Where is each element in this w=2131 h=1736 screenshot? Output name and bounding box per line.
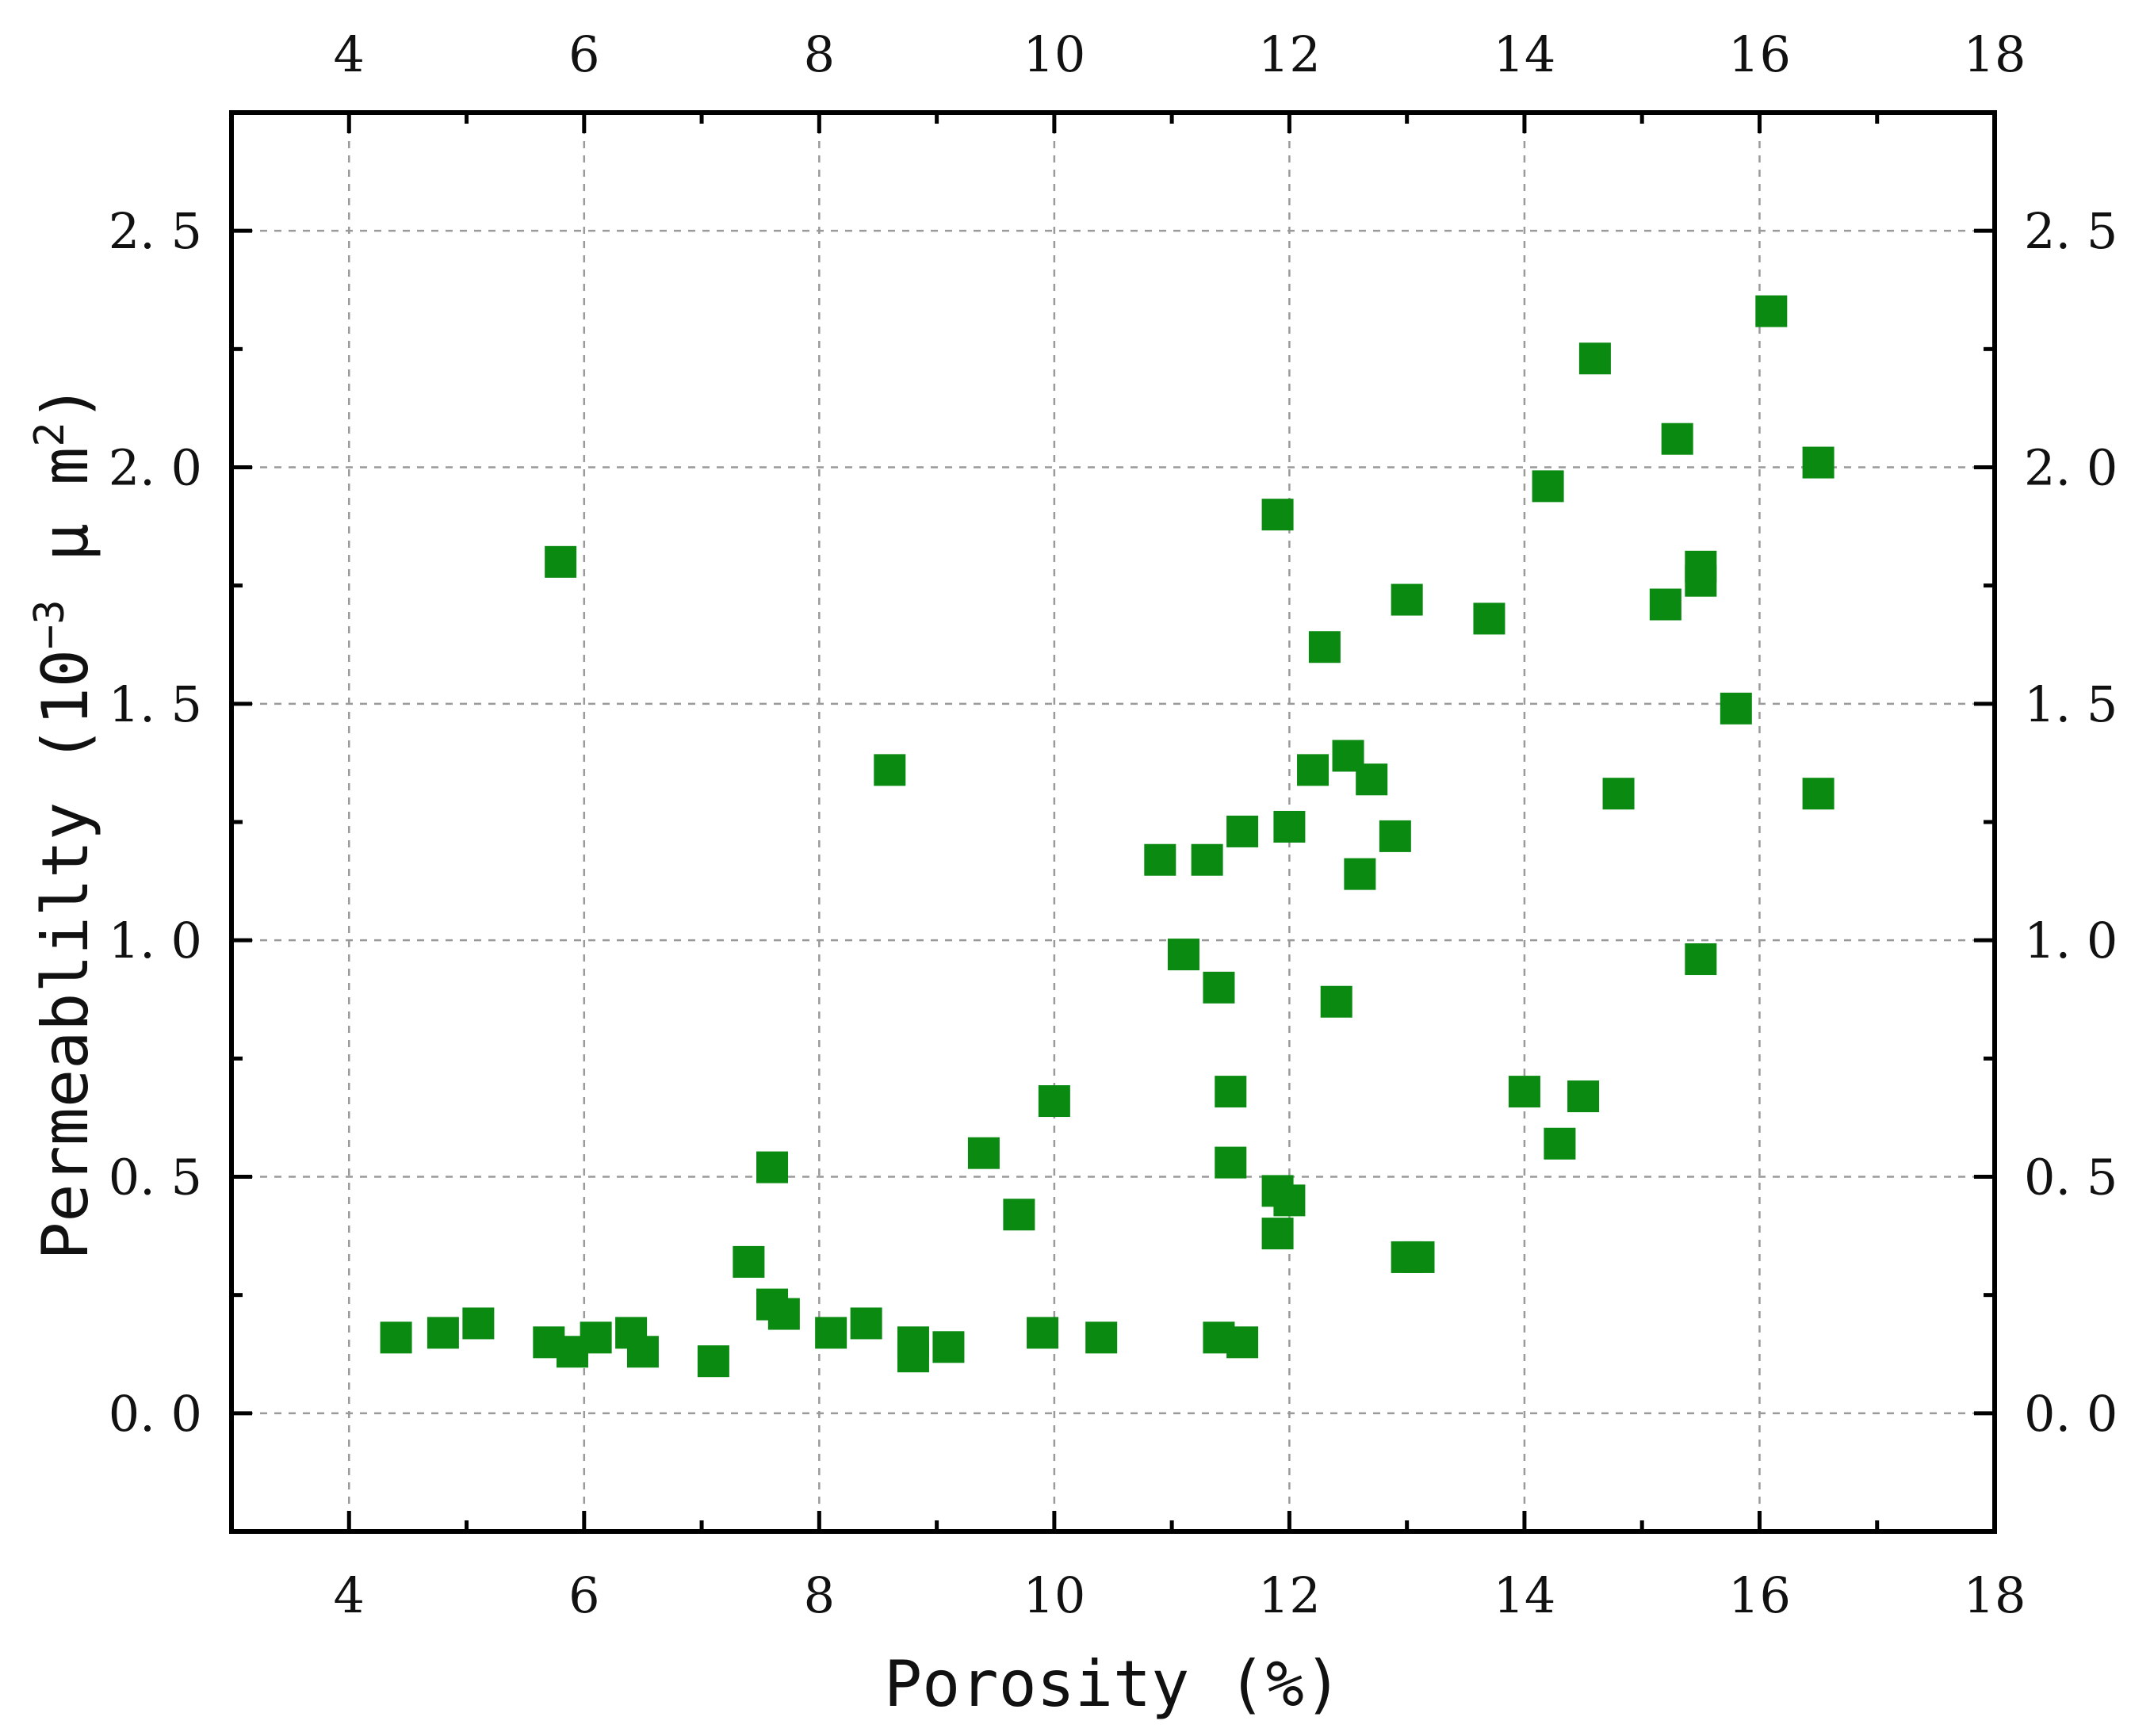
y-axis-title-sup-square: 2 [26, 422, 74, 446]
data-point [545, 545, 577, 578]
tick-labels: 4 4 6 6 8 8 10 10 12 12 14 14 16 16 18 18 0. 0 0. 0 0. 5 0.… [109, 25, 2118, 1624]
data-point [380, 1321, 412, 1354]
data-point [967, 1137, 1000, 1169]
data-point [1273, 810, 1306, 843]
data-point [1567, 1080, 1600, 1113]
y-tick-label-left: 0. 5 [109, 1149, 202, 1206]
x-tick-label-bottom: 14 [1493, 1566, 1555, 1624]
y-tick-label-right: 2. 5 [2024, 202, 2118, 260]
y-tick-label-right: 1. 5 [2024, 675, 2118, 733]
data-point [1226, 815, 1259, 847]
y-axis-title-sup-exponent: −3 [26, 599, 74, 649]
x-tick-label-top: 18 [1964, 25, 2026, 83]
x-tick-label-top: 16 [1728, 25, 1791, 83]
data-point [733, 1245, 765, 1278]
data-point [1085, 1321, 1118, 1354]
data-point [1391, 583, 1423, 616]
data-point [1167, 939, 1199, 971]
x-tick-label-bottom: 6 [568, 1566, 599, 1624]
y-axis-title: Permeablilty (10−3 μ m2) [26, 384, 102, 1260]
data-point [626, 1336, 659, 1368]
data-point [815, 1317, 847, 1349]
y-tick-label-left: 1. 0 [109, 912, 202, 969]
x-tick-label-bottom: 16 [1728, 1566, 1791, 1624]
data-point [1802, 778, 1834, 810]
data-point [1356, 763, 1388, 796]
data-point [767, 1298, 800, 1330]
data-point [1027, 1317, 1059, 1349]
data-point [897, 1340, 929, 1373]
data-point [1544, 1127, 1576, 1160]
data-point [1261, 1218, 1294, 1250]
data-point [850, 1307, 882, 1340]
data-point [1602, 778, 1635, 810]
data-point [1344, 858, 1376, 890]
x-tick-label-bottom: 10 [1023, 1566, 1085, 1624]
data-point [1532, 470, 1564, 503]
grid-lines [231, 113, 1995, 1531]
y-tick-label-left: 0. 0 [109, 1385, 202, 1443]
data-point [1038, 1085, 1070, 1118]
y-axis-title-unit: μ m [29, 447, 102, 600]
data-point [1649, 588, 1681, 621]
data-point [1308, 631, 1341, 663]
data-point [1297, 754, 1329, 786]
data-point [1661, 423, 1693, 455]
data-point [1273, 1184, 1306, 1217]
data-point [1320, 985, 1352, 1018]
y-tick-label-left: 2. 5 [109, 202, 202, 260]
x-tick-label-top: 10 [1023, 25, 1085, 83]
data-point [1720, 692, 1752, 725]
data-point [932, 1331, 965, 1363]
data-point [1685, 564, 1717, 597]
data-point [756, 1151, 789, 1183]
x-tick-label-bottom: 18 [1964, 1566, 2026, 1624]
axis-ticks [229, 110, 1997, 1534]
x-tick-label-top: 8 [804, 25, 835, 83]
data-point [1003, 1199, 1035, 1231]
x-tick-label-top: 12 [1258, 25, 1321, 83]
y-tick-label-right: 0. 5 [2024, 1149, 2118, 1206]
data-point [1226, 1326, 1259, 1359]
x-axis-title: Porosity (%) [884, 1647, 1342, 1721]
data-point [580, 1321, 612, 1354]
data-point [1203, 971, 1235, 1004]
data-point [1578, 342, 1611, 375]
data-point [427, 1317, 459, 1349]
data-point [1144, 843, 1176, 876]
x-tick-label-top: 4 [334, 25, 365, 83]
y-tick-label-left: 2. 0 [109, 439, 202, 497]
y-tick-label-right: 0. 0 [2024, 1385, 2118, 1443]
data-point [1261, 499, 1294, 531]
data-point [1755, 295, 1788, 327]
plot-frame [229, 110, 1997, 1534]
y-axis-title-main: Permeablilty (10 [29, 649, 102, 1260]
data-point [1473, 602, 1505, 635]
data-point [1215, 1146, 1247, 1179]
x-tick-label-top: 6 [568, 25, 599, 83]
x-tick-label-top: 14 [1493, 25, 1555, 83]
y-axis-title-close: ) [29, 384, 102, 422]
data-point [1402, 1241, 1435, 1273]
data-point [1191, 843, 1223, 876]
y-tick-label-right: 1. 0 [2024, 912, 2118, 969]
x-tick-label-bottom: 4 [334, 1566, 365, 1624]
y-tick-label-left: 1. 5 [109, 675, 202, 733]
x-tick-label-bottom: 8 [804, 1566, 835, 1624]
data-point [1379, 820, 1411, 852]
data-point [697, 1345, 729, 1378]
data-point [874, 754, 906, 786]
data-point [1215, 1076, 1247, 1108]
data-point [1508, 1076, 1540, 1108]
y-tick-label-right: 2. 0 [2024, 439, 2118, 497]
data-point [462, 1307, 495, 1340]
data-points [380, 295, 1834, 1378]
data-point [1685, 943, 1717, 976]
data-point [1802, 446, 1834, 479]
x-tick-label-bottom: 12 [1258, 1566, 1321, 1624]
